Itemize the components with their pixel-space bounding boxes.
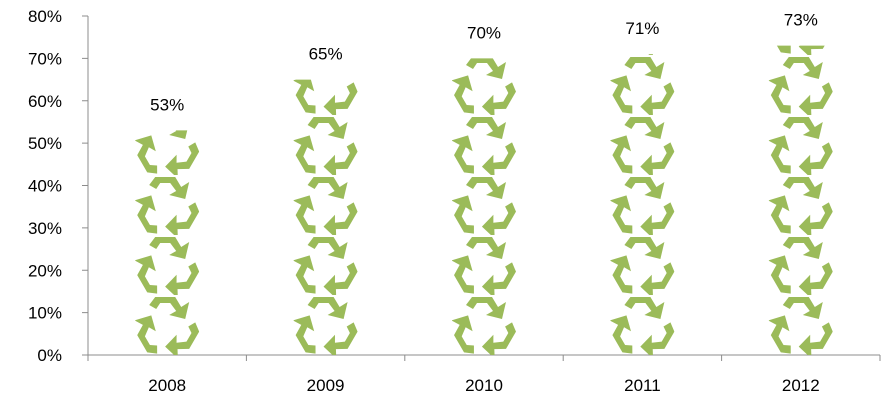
x-tick-label: 2008 — [148, 376, 186, 395]
data-label-2008: 53% — [150, 95, 184, 114]
recycle-icon — [130, 297, 202, 361]
y-tick-label: 20% — [28, 261, 62, 280]
y-tick-label: 30% — [28, 219, 62, 238]
y-tick-label: 50% — [28, 134, 62, 153]
data-label-2011: 71% — [625, 19, 659, 38]
bar-2011 — [605, 0, 677, 361]
y-tick-label: 60% — [28, 92, 62, 111]
recycle-icon — [764, 0, 836, 1]
recycle-icon — [289, 177, 361, 241]
recycle-icon — [130, 117, 202, 181]
bar-2010 — [447, 0, 519, 361]
recycle-icon — [764, 177, 836, 241]
bar-2012 — [764, 0, 836, 361]
x-tick-label: 2012 — [782, 376, 820, 395]
recycle-icon — [447, 117, 519, 181]
recycle-icon — [289, 57, 361, 121]
y-tick-label: 80% — [28, 7, 62, 26]
recycle-icon — [289, 237, 361, 301]
recycle-icon — [605, 237, 677, 301]
y-tick-label: 70% — [28, 49, 62, 68]
recycle-icon — [605, 297, 677, 361]
recycle-icon — [764, 297, 836, 361]
y-tick-label: 10% — [28, 304, 62, 323]
x-axis: 2008 2009 2010 2011 2012 — [87, 354, 881, 395]
data-labels: 53% 65% 70% 71% 73% — [150, 11, 818, 115]
recycle-icon — [764, 0, 836, 61]
recycle-icon — [447, 237, 519, 301]
data-label-2010: 70% — [467, 23, 501, 42]
recycle-icon — [764, 117, 836, 181]
data-label-2012: 73% — [784, 11, 818, 30]
recycle-icon — [289, 117, 361, 181]
recycle-icon — [605, 177, 677, 241]
recycle-icon — [447, 297, 519, 361]
y-tick-label: 0% — [37, 346, 62, 365]
recycle-icon — [605, 117, 677, 181]
recycle-icon — [447, 177, 519, 241]
recycle-icon — [764, 57, 836, 121]
recycle-icon — [130, 177, 202, 241]
recycle-icon — [130, 237, 202, 301]
y-axis: 0% 10% 20% 30% 40% 50% 60% 70% 80% — [28, 7, 89, 365]
recycle-icon — [289, 297, 361, 361]
y-tick-label: 40% — [28, 177, 62, 196]
x-tick-label: 2009 — [307, 376, 345, 395]
x-tick-label: 2011 — [624, 376, 661, 395]
recycle-icon — [605, 57, 677, 121]
x-tick-label: 2010 — [465, 376, 503, 395]
data-label-2009: 65% — [309, 45, 343, 64]
recycle-icon — [447, 57, 519, 121]
recycle-icon — [764, 237, 836, 301]
recycle-icon — [605, 0, 677, 1]
bars — [130, 0, 836, 361]
